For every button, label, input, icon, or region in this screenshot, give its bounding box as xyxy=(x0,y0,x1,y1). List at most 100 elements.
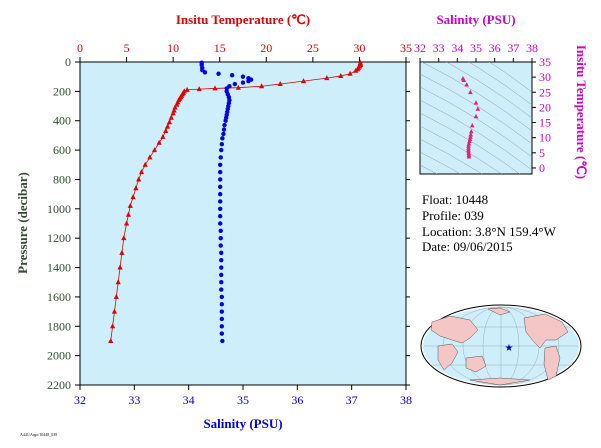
ts-temperature-tick-label: 20 xyxy=(539,100,551,114)
temperature-point xyxy=(142,161,148,167)
temperature-point xyxy=(125,211,132,217)
temperature-point xyxy=(133,185,139,191)
ts-point xyxy=(469,122,475,128)
salinity-point xyxy=(221,127,227,132)
salinity-point xyxy=(221,131,226,137)
main-data-marks xyxy=(108,59,363,344)
ts-diagram: Salinity (PSU) Insitu Temperature (℃) 32… xyxy=(414,12,589,179)
density-contour xyxy=(420,125,503,174)
salinity-point xyxy=(240,80,246,85)
map-landmasses xyxy=(430,307,569,386)
temperature-point xyxy=(353,67,359,73)
salinity-point xyxy=(219,309,225,314)
temperature-point xyxy=(121,235,127,241)
density-contour xyxy=(446,62,532,119)
temperature-tick-label: 10 xyxy=(167,41,179,55)
salinity-point xyxy=(217,177,223,182)
temperature-point xyxy=(168,114,174,120)
ts-point xyxy=(466,141,472,146)
salinity-point xyxy=(219,142,225,147)
salinity-point xyxy=(219,287,224,292)
salinity-point xyxy=(217,169,223,175)
density-contour xyxy=(420,138,483,174)
temperature-point xyxy=(164,123,171,129)
density-contour xyxy=(420,99,532,171)
ts-point xyxy=(473,100,479,105)
salinity-tick-label: 38 xyxy=(400,393,412,407)
salinity-point xyxy=(219,302,225,307)
ts-salinity-title: Salinity (PSU) xyxy=(436,12,515,27)
salinity-point xyxy=(240,74,246,79)
density-contour xyxy=(420,112,521,174)
salinity-point xyxy=(219,331,225,336)
temperature-tick-label: 25 xyxy=(307,41,319,55)
temperature-point xyxy=(166,119,173,125)
pressure-tick-label: 800 xyxy=(53,172,71,186)
ts-salinity-tick-label: 36 xyxy=(489,41,501,55)
salinity-point xyxy=(229,73,235,78)
ts-salinity-tick-label: 32 xyxy=(414,41,426,55)
density-contour xyxy=(420,73,532,145)
temperature-point xyxy=(156,139,162,145)
salinity-point xyxy=(220,338,225,344)
density-contour xyxy=(489,62,532,93)
pressure-tick-label: 400 xyxy=(53,114,71,128)
pressure-tick-label: 1200 xyxy=(47,231,71,245)
pressure-tick-label: 600 xyxy=(53,143,71,157)
world-map: ★ xyxy=(420,304,582,388)
ts-point xyxy=(469,129,474,134)
ts-salinity-tick-label: 33 xyxy=(433,41,445,55)
ts-temperature-title: Insitu Temperature (℃) xyxy=(574,45,589,179)
pressure-tick-label: 1600 xyxy=(47,290,71,304)
ts-point xyxy=(468,89,473,95)
temperature-point xyxy=(113,293,119,299)
ts-salinity-tick-label: 38 xyxy=(526,41,538,55)
ts-point xyxy=(468,134,473,139)
date-text: Date: 09/06/2015 xyxy=(422,239,513,254)
float-id-text: Float: 10448 xyxy=(422,192,489,207)
float-location-star-icon: ★ xyxy=(505,343,514,354)
ts-data-marks xyxy=(460,76,481,159)
salinity-point xyxy=(219,147,224,153)
salinity-point xyxy=(222,122,227,128)
salinity-point xyxy=(202,70,208,75)
ts-point xyxy=(466,154,472,159)
density-contour xyxy=(468,62,532,106)
salinity-point xyxy=(216,71,221,76)
salinity-point xyxy=(217,221,223,226)
salinity-point xyxy=(219,272,224,278)
density-contour xyxy=(420,164,438,174)
pressure-tick-label: 1000 xyxy=(47,202,71,216)
pressure-tick-label: 1400 xyxy=(47,261,71,275)
pressure-tick-label: 1800 xyxy=(47,319,71,333)
temperature-point xyxy=(174,101,180,107)
density-contour xyxy=(420,151,462,174)
ts-temperature-tick-label: 10 xyxy=(539,131,551,145)
temperature-point xyxy=(110,323,116,329)
main-plot-background xyxy=(79,61,407,386)
temperature-point xyxy=(235,84,241,90)
temperature-point xyxy=(300,78,307,84)
ts-point xyxy=(464,82,469,87)
temperature-point xyxy=(324,75,330,81)
profile-number-text: Profile: 039 xyxy=(422,208,484,223)
salinity-point xyxy=(218,155,223,160)
salinity-point xyxy=(219,258,224,263)
ts-temperature-tick-label: 5 xyxy=(539,146,545,160)
salinity-point xyxy=(217,206,223,212)
temperature-point xyxy=(115,279,121,285)
temperature-point xyxy=(147,154,153,160)
temperature-tick-label: 5 xyxy=(124,41,130,55)
ts-salinity-tick-label: 35 xyxy=(470,41,482,55)
salinity-point xyxy=(219,316,225,322)
salinity-point xyxy=(246,78,251,84)
temperature-point xyxy=(277,81,283,87)
temperature-point xyxy=(170,110,176,116)
temperature-point xyxy=(117,264,123,270)
salinity-point xyxy=(218,235,223,241)
salinity-point xyxy=(232,81,238,87)
pressure-tick-label: 0 xyxy=(65,55,71,69)
salinity-point xyxy=(217,199,223,204)
salinity-point xyxy=(223,118,228,123)
